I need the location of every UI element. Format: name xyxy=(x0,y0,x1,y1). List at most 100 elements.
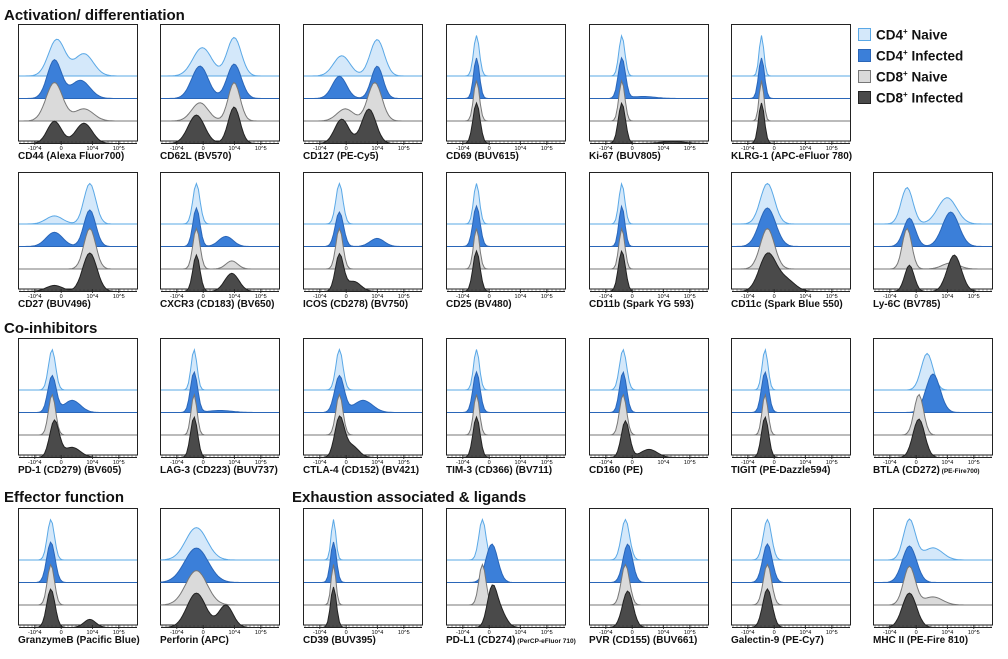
legend-label: CD8+ Naive xyxy=(876,68,948,85)
plot-frame xyxy=(160,338,280,456)
tick-label: 0 xyxy=(773,294,776,300)
histogram-series-cd4-naive xyxy=(19,518,137,561)
histogram-plot: -10^4 0 10^4 10^5 xyxy=(446,508,566,636)
histogram-series-cd8-naive xyxy=(161,393,279,436)
panel-label: CXCR3 (CD183) (BV650) xyxy=(160,299,275,310)
plot-frame xyxy=(731,24,851,142)
panel-label: CD127 (PE-Cy5) xyxy=(303,151,379,162)
histogram-series-cd8-infected xyxy=(447,415,565,458)
plot-frame xyxy=(446,338,566,456)
tick-label: 10^5 xyxy=(541,146,553,152)
histogram-series-cd8-naive xyxy=(304,226,422,270)
histogram-series-cd4-naive xyxy=(447,517,565,561)
histogram-series-cd8-naive xyxy=(874,565,992,606)
tick-label: 10^4 xyxy=(515,630,527,636)
tick-label: -10^4 xyxy=(456,294,470,300)
histogram-panel: -10^4 0 10^4 10^5 Ly-6C (BV785) xyxy=(873,172,993,310)
histogram-plot: -10^4 0 10^4 10^5 xyxy=(589,172,709,300)
histogram-panel: -10^4 0 10^4 10^5 TIM-3 (CD366) (BV711) xyxy=(446,338,566,476)
tick-label: 0 xyxy=(202,460,205,466)
histogram-plot: -10^4 0 10^4 10^5 xyxy=(589,508,709,636)
panel-label: CD39 (BUV395) xyxy=(303,635,376,646)
legend-item: CD8+ Infected xyxy=(858,87,963,108)
histogram-series-cd8-infected xyxy=(590,249,708,292)
histogram-series-cd8-infected xyxy=(161,106,279,144)
tick-label: 10^4 xyxy=(515,146,527,152)
tick-label: 10^4 xyxy=(658,460,670,466)
plot-frame xyxy=(873,508,993,626)
histogram-series-cd4-naive xyxy=(732,348,850,391)
histogram-series-cd8-infected xyxy=(19,419,137,458)
tick-label: 10^5 xyxy=(968,630,980,636)
tick-label: 0 xyxy=(915,630,918,636)
tick-label: 0 xyxy=(345,294,348,300)
histogram-series-cd8-naive xyxy=(304,564,422,606)
tick-label: 10^4 xyxy=(87,146,99,152)
tick-label: -10^4 xyxy=(313,630,327,636)
histogram-plot: -10^4 0 10^4 10^5 xyxy=(18,508,138,636)
histogram-panel: -10^4 0 10^4 10^5 CD69 (BUV615) xyxy=(446,24,566,162)
tick-label: 10^5 xyxy=(826,460,838,466)
plot-frame xyxy=(589,508,709,626)
legend-swatch xyxy=(858,28,871,41)
histogram-series-cd4-naive xyxy=(447,349,565,391)
tick-label: -10^4 xyxy=(741,146,755,152)
legend-item: CD4+ Naive xyxy=(858,24,963,45)
histogram-panel: -10^4 0 10^4 10^5 CD11c (Spark Blue 550) xyxy=(731,172,851,310)
histogram-series-cd8-infected xyxy=(19,120,137,144)
tick-label: 10^5 xyxy=(113,294,125,300)
histogram-series-cd4-infected xyxy=(732,57,850,99)
histogram-panel: -10^4 0 10^4 10^5 CTLA-4 (CD152) (BV421) xyxy=(303,338,423,476)
plot-frame xyxy=(589,24,709,142)
histogram-series-cd4-infected xyxy=(732,543,850,583)
tick-label: -10^4 xyxy=(313,294,327,300)
tick-label: 0 xyxy=(631,630,634,636)
histogram-plot: -10^4 0 10^4 10^5 xyxy=(18,24,138,152)
panel-label: CD11b (Spark YG 593) xyxy=(589,299,694,310)
histogram-series-cd4-infected xyxy=(304,541,422,583)
tick-label: 0 xyxy=(488,294,491,300)
tick-label: -10^4 xyxy=(456,146,470,152)
histogram-series-cd4-infected xyxy=(732,370,850,413)
histogram-plot: -10^4 0 10^4 10^5 xyxy=(873,338,993,466)
histogram-series-cd4-infected xyxy=(447,204,565,247)
tick-label: -10^4 xyxy=(883,460,897,466)
plot-frame xyxy=(873,172,993,290)
tick-label: 10^4 xyxy=(372,460,384,466)
tick-label: -10^4 xyxy=(170,294,184,300)
tick-label: 10^5 xyxy=(968,294,980,300)
legend-item: CD4+ Infected xyxy=(858,45,963,66)
tick-label: 10^5 xyxy=(255,460,267,466)
tick-label: 10^4 xyxy=(87,630,99,636)
tick-label: -10^4 xyxy=(599,460,613,466)
histogram-series-cd4-naive xyxy=(590,348,708,391)
tick-label: 0 xyxy=(488,146,491,152)
histogram-series-cd8-naive xyxy=(19,227,137,270)
legend-label: CD4+ Naive xyxy=(876,26,948,43)
histogram-series-cd8-naive xyxy=(732,80,850,122)
tick-label: 10^5 xyxy=(541,630,553,636)
tick-label: -10^4 xyxy=(456,460,470,466)
tick-label: 10^4 xyxy=(372,146,384,152)
plot-frame xyxy=(731,338,851,456)
tick-label: 10^4 xyxy=(800,146,812,152)
histogram-series-cd4-naive xyxy=(19,348,137,391)
tick-label: 10^5 xyxy=(398,294,410,300)
tick-label: -10^4 xyxy=(741,630,755,636)
histogram-series-cd8-naive xyxy=(19,563,137,606)
histogram-series-cd8-infected xyxy=(447,101,565,144)
tick-label: 0 xyxy=(631,460,634,466)
tick-label: 10^4 xyxy=(87,294,99,300)
histogram-series-cd4-infected xyxy=(590,204,708,247)
histogram-series-cd4-naive xyxy=(447,183,565,225)
histogram-series-cd8-infected xyxy=(304,252,422,292)
panel-label: Galectin-9 (PE-Cy7) xyxy=(731,635,824,646)
histogram-series-cd4-naive xyxy=(161,36,279,77)
histogram-series-cd4-naive xyxy=(590,518,708,561)
tick-label: 10^4 xyxy=(372,630,384,636)
tick-label: -10^4 xyxy=(883,630,897,636)
tick-label: 10^5 xyxy=(398,630,410,636)
histogram-panel: -10^4 0 10^4 10^5 MHC II (PE-Fire 810) xyxy=(873,508,993,646)
tick-label: -10^4 xyxy=(28,146,42,152)
tick-label: 10^4 xyxy=(87,460,99,466)
